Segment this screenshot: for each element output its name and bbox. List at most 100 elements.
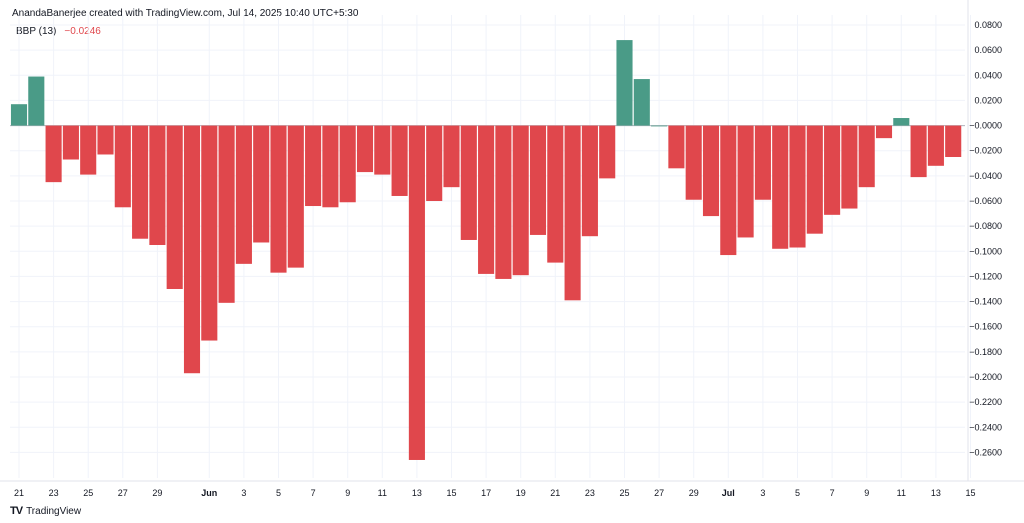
histogram-bar[interactable] <box>720 125 737 256</box>
histogram-bar[interactable] <box>893 118 910 126</box>
histogram-bar[interactable] <box>183 125 201 374</box>
histogram-bar[interactable] <box>287 125 304 268</box>
y-tick-label: −0.2600 <box>969 447 1002 457</box>
x-tick-label: 5 <box>276 488 281 498</box>
histogram-bar[interactable] <box>927 125 944 166</box>
histogram-bar[interactable] <box>616 40 633 126</box>
histogram-bar[interactable] <box>460 125 477 240</box>
x-tick-label: 11 <box>378 488 387 498</box>
histogram-bar[interactable] <box>841 125 858 209</box>
histogram-bar[interactable] <box>426 125 443 201</box>
x-tick-label: 21 <box>14 488 24 498</box>
y-tick-label: −0.1000 <box>969 246 1002 256</box>
y-tick-label: −0.2200 <box>969 397 1002 407</box>
histogram-bar[interactable] <box>772 125 789 249</box>
chart-bars <box>10 40 962 460</box>
histogram-bar[interactable] <box>391 125 408 196</box>
histogram-bar[interactable] <box>305 125 322 207</box>
histogram-bar[interactable] <box>270 125 287 273</box>
histogram-bar[interactable] <box>754 125 771 200</box>
histogram-bar[interactable] <box>132 125 149 239</box>
histogram-bar[interactable] <box>737 125 754 238</box>
y-tick-label: −0.0800 <box>969 221 1002 231</box>
tradingview-brand: TradingView <box>26 505 82 517</box>
tradingview-footer[interactable]: TV TradingView <box>10 505 81 517</box>
histogram-bar[interactable] <box>529 125 547 235</box>
histogram-bar[interactable] <box>28 76 45 126</box>
y-tick-label: −0.1400 <box>969 297 1002 307</box>
histogram-bar[interactable] <box>875 125 893 139</box>
histogram-bar[interactable] <box>478 125 495 274</box>
histogram-bar[interactable] <box>45 125 62 183</box>
x-tick-label: 19 <box>516 488 526 498</box>
chart-attribution: AnandaBanerjee created with TradingView.… <box>12 8 359 19</box>
histogram-bar[interactable] <box>633 79 650 126</box>
x-tick-label: 13 <box>931 488 941 498</box>
x-tick-label: 29 <box>152 488 162 498</box>
x-tick-label: Jul <box>722 488 735 498</box>
histogram-bar[interactable] <box>651 125 668 127</box>
histogram-bar[interactable] <box>356 125 374 173</box>
histogram-bar[interactable] <box>339 125 356 203</box>
x-tick-label: 21 <box>550 488 560 498</box>
y-tick-label: −0.0200 <box>969 146 1002 156</box>
histogram-bar[interactable] <box>114 125 131 208</box>
histogram-bar[interactable] <box>789 125 806 248</box>
y-tick-label: 0.0200 <box>974 95 1002 105</box>
histogram-bar[interactable] <box>495 125 512 279</box>
histogram-bar[interactable] <box>668 125 685 169</box>
histogram-bar[interactable] <box>149 125 166 245</box>
histogram-bar[interactable] <box>374 125 391 175</box>
y-tick-label: −0.1600 <box>969 322 1002 332</box>
y-tick-label: −0.2000 <box>969 372 1002 382</box>
histogram-bar[interactable] <box>322 125 339 208</box>
y-tick-label: −0.0400 <box>969 171 1002 181</box>
price-axis: 0.0800 0.0600 0.0400 0.0200 −0.0000 −0.0200 −0… <box>967 0 1002 481</box>
x-tick-label: 7 <box>311 488 316 498</box>
x-tick-label: 15 <box>965 488 975 498</box>
x-tick-label: 25 <box>619 488 629 498</box>
histogram-bar[interactable] <box>166 125 183 289</box>
time-axis: 21 23 25 27 29 Jun 3 5 7 9 11 13 15 17 19 21 23 25 27 29 Jul… <box>0 480 1024 498</box>
histogram-bar[interactable] <box>581 125 598 237</box>
histogram-bar[interactable] <box>253 125 270 243</box>
histogram-bar[interactable] <box>824 125 841 215</box>
histogram-bar[interactable] <box>80 125 97 175</box>
y-tick-label: −0.0600 <box>969 196 1002 206</box>
histogram-bar[interactable] <box>97 125 114 155</box>
histogram-bar[interactable] <box>945 125 962 157</box>
histogram-bar[interactable] <box>564 125 581 301</box>
x-tick-label: 15 <box>446 488 456 498</box>
x-tick-label: 29 <box>689 488 699 498</box>
indicator-legend[interactable]: BBP (13) −0.0246 <box>16 26 101 37</box>
x-tick-label: 3 <box>760 488 765 498</box>
x-tick-label: 13 <box>412 488 422 498</box>
histogram-bar[interactable] <box>10 104 28 126</box>
y-tick-label: 0.0600 <box>974 45 1002 55</box>
x-tick-label: 27 <box>654 488 664 498</box>
x-tick-label: 23 <box>49 488 59 498</box>
histogram-bar[interactable] <box>599 125 616 179</box>
y-tick-label: −0.1800 <box>969 347 1002 357</box>
x-tick-label: Jun <box>201 488 217 498</box>
histogram-bar[interactable] <box>62 125 79 160</box>
histogram-bar[interactable] <box>547 125 564 263</box>
histogram-bar[interactable] <box>235 125 252 264</box>
indicator-name: BBP (13) <box>16 26 57 37</box>
indicator-value: −0.0246 <box>64 26 101 37</box>
histogram-bar[interactable] <box>702 125 720 217</box>
histogram-bar[interactable] <box>218 125 235 303</box>
histogram-bar[interactable] <box>408 125 425 460</box>
histogram-bar[interactable] <box>858 125 875 188</box>
x-tick-label: 11 <box>897 488 906 498</box>
histogram-bar[interactable] <box>512 125 529 276</box>
histogram-bar[interactable] <box>685 125 702 200</box>
histogram-bar[interactable] <box>443 125 460 188</box>
histogram-bar[interactable] <box>806 125 823 234</box>
x-tick-label: 7 <box>830 488 835 498</box>
y-tick-label: 0.0400 <box>974 70 1002 80</box>
histogram-bar[interactable] <box>201 125 218 341</box>
y-tick-label: 0.0800 <box>974 20 1002 30</box>
histogram-bar[interactable] <box>910 125 927 178</box>
